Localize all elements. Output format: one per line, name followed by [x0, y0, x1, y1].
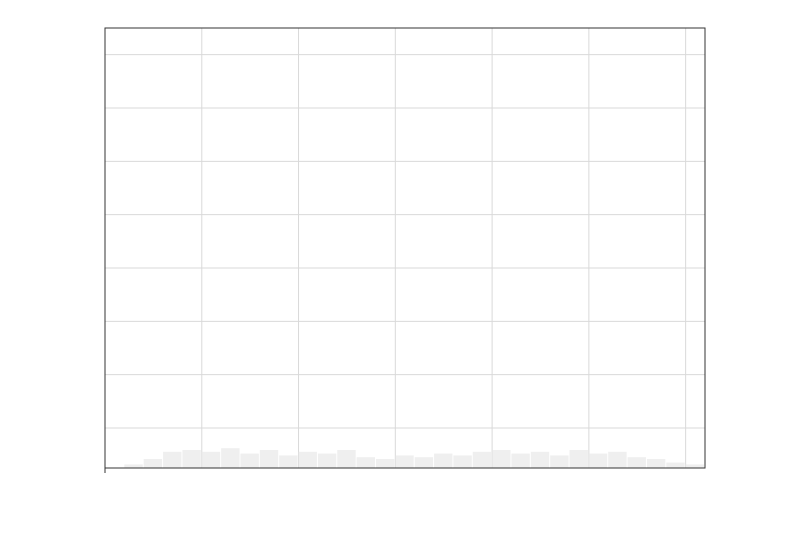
hist-bar	[279, 455, 297, 468]
hist-bar	[531, 452, 549, 468]
hist-bar	[299, 452, 317, 468]
hist-bar	[240, 454, 258, 468]
hist-bar	[124, 464, 142, 468]
hist-bar	[260, 450, 278, 468]
hist-bar	[221, 448, 239, 468]
hist-bar	[182, 450, 200, 468]
hist-bar	[550, 455, 568, 468]
hist-bar	[144, 459, 162, 468]
hist-bar	[492, 450, 510, 468]
plot-frame	[105, 28, 705, 468]
shap-scatter-chart	[0, 0, 800, 535]
hist-bar	[318, 454, 336, 468]
hist-bar	[473, 452, 491, 468]
hist-bar	[686, 464, 704, 468]
hist-bar	[453, 455, 471, 468]
hist-bar	[666, 463, 684, 468]
hist-bar	[628, 457, 646, 468]
hist-bar	[434, 454, 452, 468]
hist-bar	[395, 455, 413, 468]
hist-bar	[376, 459, 394, 468]
hist-bar	[337, 450, 355, 468]
hist-bar	[647, 459, 665, 468]
hist-bar	[357, 457, 375, 468]
hist-bar	[589, 454, 607, 468]
hist-bar	[415, 457, 433, 468]
hist-bar	[511, 454, 529, 468]
hist-bar	[163, 452, 181, 468]
hist-bar	[202, 452, 220, 468]
hist-bar	[570, 450, 588, 468]
hist-bar	[608, 452, 626, 468]
